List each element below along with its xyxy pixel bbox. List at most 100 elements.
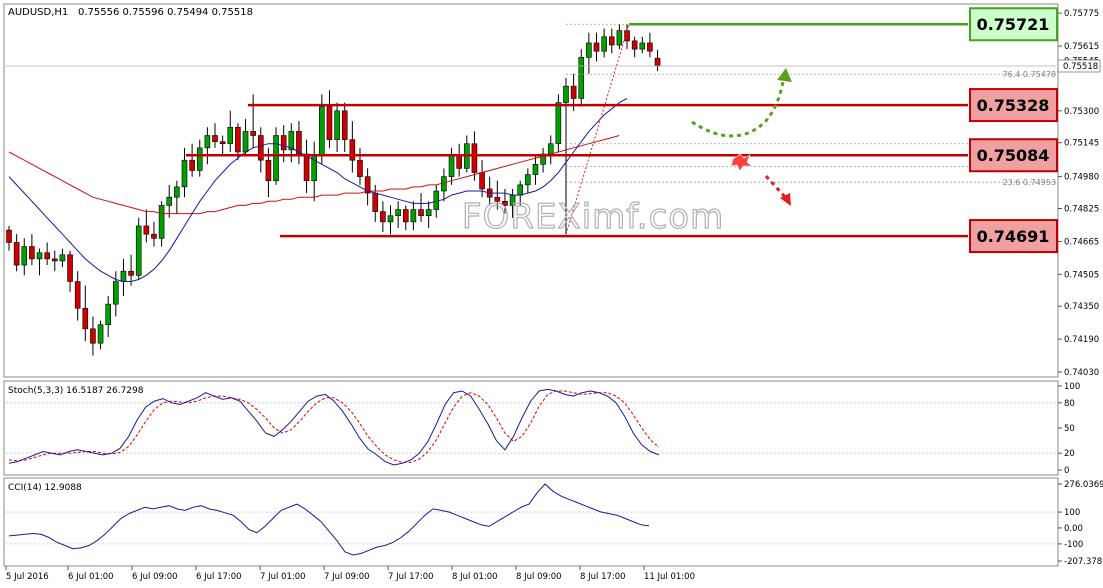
- cci-plot: [6, 483, 1056, 556]
- candle-bear: [494, 196, 501, 202]
- cci-panel-frame: [3, 477, 1059, 567]
- candle-bull: [425, 209, 432, 217]
- price-tick-label: 0.74665: [1064, 237, 1099, 247]
- candle-bear: [6, 229, 12, 243]
- candle-bear: [67, 254, 73, 282]
- candle-bull: [616, 30, 623, 46]
- stoch-signal-line: [8, 390, 660, 463]
- level-label-box: [969, 88, 1058, 123]
- fib-trend-line: [565, 24, 630, 235]
- candle-bull: [334, 110, 340, 140]
- candle-bear: [341, 110, 348, 140]
- candle-bull: [410, 209, 417, 223]
- cci-title: CCI(14) 12.9088: [8, 483, 82, 493]
- candle-bear: [189, 159, 195, 171]
- candle-bear: [647, 42, 653, 52]
- level-label-box: [969, 7, 1058, 42]
- price-tick-label: 0.74030: [1064, 368, 1099, 378]
- sma-short-line: [8, 98, 628, 282]
- main-panel: 76.4 0.75478 23.6 0.74953 AUDUSD,H1 0.755…: [3, 3, 1101, 378]
- level-label-text: 0.74691: [977, 227, 1050, 246]
- bearish-path-arrow: [764, 174, 788, 200]
- candle-bear: [212, 135, 218, 142]
- candle-bear: [51, 258, 58, 262]
- level-label-box: [969, 219, 1058, 254]
- stoch-plot: [6, 388, 1056, 466]
- main-panel-frame: [3, 3, 1059, 378]
- candle-bear: [593, 42, 600, 52]
- time-tick-label: 8 Jul 17:00: [580, 572, 626, 582]
- candle-bull: [578, 57, 585, 99]
- candle-bear: [257, 135, 264, 161]
- candle-bear: [143, 225, 150, 235]
- candle-bear: [90, 328, 96, 344]
- ohlc-readout: 0.75556 0.75596 0.75494 0.75518: [78, 7, 253, 18]
- candle-bull: [555, 102, 562, 145]
- candle-bear: [357, 159, 363, 177]
- time-tick-label: 7 Jul 17:00: [388, 572, 434, 582]
- cci-tick-label: -207.3786: [1064, 557, 1103, 567]
- candle-bull: [227, 126, 234, 145]
- candle-bull: [158, 205, 165, 239]
- level-label-box: [969, 138, 1058, 173]
- candle-bear: [82, 307, 89, 330]
- price-tick-label: 0.75300: [1064, 107, 1099, 117]
- stoch-panel: Stoch(5,3,3) 16.5187 26.7298 100 80 50 20 0: [3, 380, 1080, 476]
- candle-bear: [418, 209, 424, 217]
- time-tick-label: 6 Jul 01:00: [68, 572, 114, 582]
- level-label-text: 0.75721: [977, 15, 1050, 34]
- candle-bull: [441, 176, 447, 192]
- price-plot: 76.4 0.75478 23.6 0.74953: [6, 22, 1056, 356]
- level-labels: 0.75721 0.75328 0.75084 0.74691: [969, 7, 1058, 254]
- price-tick-label: 0.74190: [1064, 335, 1099, 345]
- candle-bull: [196, 147, 203, 171]
- candle-bear: [380, 211, 386, 223]
- price-tick-label: 0.74980: [1064, 173, 1099, 183]
- time-tick-label: 5 Jul 2016: [6, 572, 49, 582]
- stoch-tick-label: 50: [1064, 424, 1075, 434]
- stoch-tick-label: 20: [1064, 449, 1075, 459]
- time-tick-label: 8 Jul 01:00: [452, 572, 498, 582]
- candle-bull: [586, 42, 592, 58]
- candle-bear: [402, 209, 409, 223]
- candle-bear: [372, 192, 379, 212]
- candle-bear: [479, 172, 485, 190]
- bullish-arrowhead-icon: [777, 68, 792, 82]
- candle-bull: [242, 131, 249, 153]
- candle-bear: [631, 40, 638, 50]
- candle-bull: [59, 254, 66, 262]
- candle-bull: [448, 155, 455, 177]
- candle-bull: [395, 209, 401, 217]
- level-label-text: 0.75084: [977, 146, 1050, 165]
- price-tick-label: 0.75775: [1064, 9, 1099, 19]
- candle-bull: [563, 85, 569, 103]
- fib-label: 23.6 0.74953: [1003, 178, 1056, 187]
- time-tick-label: 11 Jul 01:00: [644, 572, 695, 582]
- candle-bull: [204, 135, 211, 149]
- candle-bull: [174, 186, 180, 198]
- stoch-tick-label: 80: [1064, 399, 1075, 409]
- cci-panel: CCI(14) 12.9088 276.0369 100 0.00 -100 -207.…: [3, 477, 1103, 567]
- candle-bull: [639, 42, 646, 50]
- stoch-axis: 100 80 50 20 0: [1057, 381, 1080, 476]
- candle-bear: [570, 85, 577, 99]
- candle-bear: [44, 252, 50, 260]
- time-tick-label: 6 Jul 17:00: [196, 572, 242, 582]
- price-tick-label: 0.74505: [1064, 270, 1099, 280]
- candle-bear: [280, 135, 287, 151]
- candle-bull: [433, 190, 440, 210]
- sma-long-line: [8, 135, 620, 215]
- candle-bull: [166, 196, 173, 206]
- current-price-label: 0.75518: [1063, 62, 1098, 72]
- candle-bull: [319, 106, 325, 157]
- candle-bear: [250, 131, 256, 136]
- candle-bear: [29, 246, 35, 260]
- candle-bear: [265, 159, 272, 182]
- candle-bull: [547, 143, 554, 155]
- candle-bear: [364, 176, 371, 194]
- stoch-title: Stoch(5,3,3) 16.5187 26.7298: [8, 386, 144, 396]
- price-axis: 0.757750.756150.755450.753000.751450.749…: [1057, 4, 1101, 378]
- symbol-title: AUDUSD,H1: [8, 7, 68, 18]
- candle-bear: [326, 106, 333, 140]
- candle-bull: [97, 324, 104, 344]
